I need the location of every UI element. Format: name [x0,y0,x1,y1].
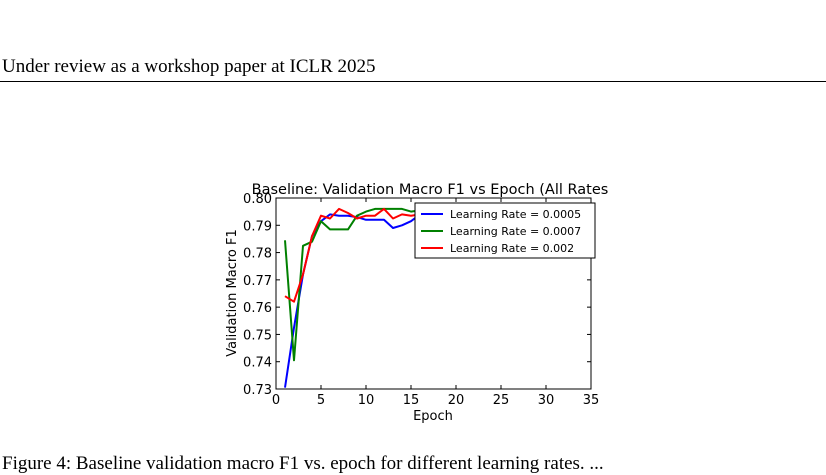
legend-label-1: Learning Rate = 0.0005 [450,208,581,221]
legend-label-3: Learning Rate = 0.002 [450,242,574,255]
y-tick-label: 0.73 [243,383,272,398]
x-tick-label: 25 [493,393,510,408]
y-tick-label: 0.74 [243,356,272,371]
x-tick-label: 20 [448,393,465,408]
x-tick-label: 0 [272,393,280,408]
y-tick-label: 0.79 [243,219,272,234]
y-axis-label: Validation Macro F1 [225,229,240,357]
header-rule [0,81,826,82]
x-tick-label: 10 [358,393,375,408]
x-tick-label: 5 [317,393,325,408]
y-tick-label: 0.76 [243,301,272,316]
y-tick-label: 0.75 [243,328,272,343]
x-axis-label: Epoch [413,409,453,424]
x-tick-label: 35 [583,393,600,408]
legend-label-2: Learning Rate = 0.0007 [450,225,581,238]
y-tick-label: 0.80 [243,192,272,207]
y-axis: 0.73 0.74 0.75 0.76 0.77 0.78 0.79 0.80 [243,192,591,398]
y-tick-label: 0.78 [243,247,272,262]
x-tick-label: 15 [403,393,420,408]
legend-box [414,202,596,259]
legend: Learning Rate = 0.0005 Learning Rate = 0.… [414,202,596,259]
x-tick-label: 30 [538,393,555,408]
figure-caption: Figure 4: Baseline validation macro F1 v… [2,453,604,474]
chart-title: Baseline: Validation Macro F1 vs Epoch (… [252,182,609,198]
page-header: Under review as a workshop paper at ICLR… [2,56,376,77]
plot-frame [275,197,592,390]
line-chart: Baseline: Validation Macro F1 vs Epoch (… [225,182,609,424]
y-tick-label: 0.77 [243,274,272,289]
x-axis: 0 5 10 15 20 25 30 35 [272,198,599,408]
